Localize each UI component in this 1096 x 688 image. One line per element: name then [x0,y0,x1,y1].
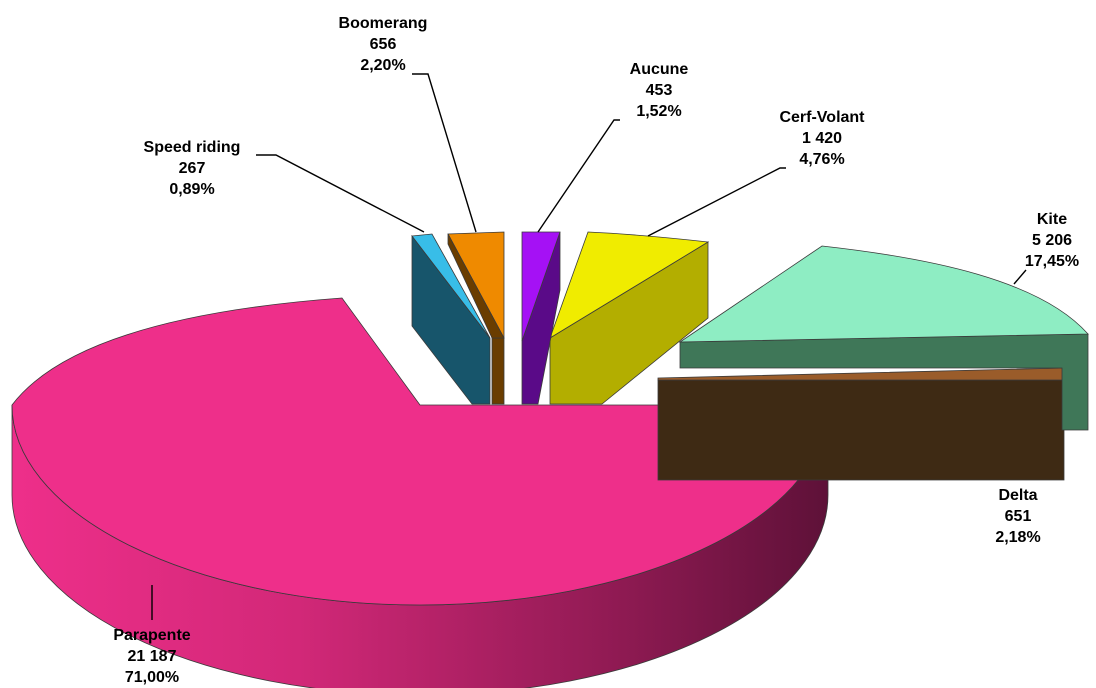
speed-riding-leader [256,154,425,233]
delta-slice-top [657,367,1065,381]
kite-slice-top [678,245,1089,343]
aucune-value-text: 453 [646,82,673,99]
speed-riding-label: Speed riding 267 0,89% [144,139,241,198]
cerf-volant-value-text: 1 420 [802,130,842,147]
kite-name-text: Kite [1037,211,1067,228]
boomerang-label: Boomerang 656 2,20% [339,15,428,74]
cerf-volant-percent-text: 4,76% [799,151,844,168]
aucune-name-text: Aucune [630,61,689,78]
parapente-slice-top [11,297,829,606]
speed-riding-slice-top [411,233,491,339]
slice-labels: Parapente 21 187 71,00% Speed riding 267 0,89… [113,15,1079,686]
cerf-volant-leader [647,167,786,237]
boomerang-value-text: 656 [370,36,397,53]
aucune-label: Aucune 453 1,52% [630,61,689,120]
boomerang-percent-text: 2,20% [360,57,405,74]
kite-percent-text: 17,45% [1025,253,1079,270]
aucune-leader [537,119,620,233]
cerf-volant-slice-top [549,231,710,339]
delta-name-text: Delta [998,487,1037,504]
kite-leader [1013,269,1027,285]
parapente-label: Parapente 21 187 71,00% [113,627,190,686]
delta-label: Delta 651 2,18% [995,487,1040,546]
boomerang-leader [412,73,477,233]
cerf-volant-label: Cerf-Volant 1 420 4,76% [779,109,865,168]
boomerang-slice-side [491,337,505,405]
parapente-value-text: 21 187 [128,648,177,665]
speed-riding-value-text: 267 [179,160,206,177]
cerf-volant-name-text: Cerf-Volant [779,109,865,126]
delta-slice-side [657,379,1065,481]
kite-label: Kite 5 206 17,45% [1025,211,1079,270]
delta-percent-text: 2,18% [995,529,1040,546]
aucune-slice-top [521,231,561,342]
speed-riding-name-text: Speed riding [144,139,241,156]
speed-riding-percent-text: 0,89% [169,181,214,198]
parapente-name-text: Parapente [113,627,190,644]
boomerang-name-text: Boomerang [339,15,428,32]
delta-value-text: 651 [1005,508,1032,525]
boomerang-slice-inner [447,233,505,339]
parapente-percent-text: 71,00% [125,669,179,686]
kite-value-text: 5 206 [1032,232,1072,249]
aucune-percent-text: 1,52% [636,103,681,120]
